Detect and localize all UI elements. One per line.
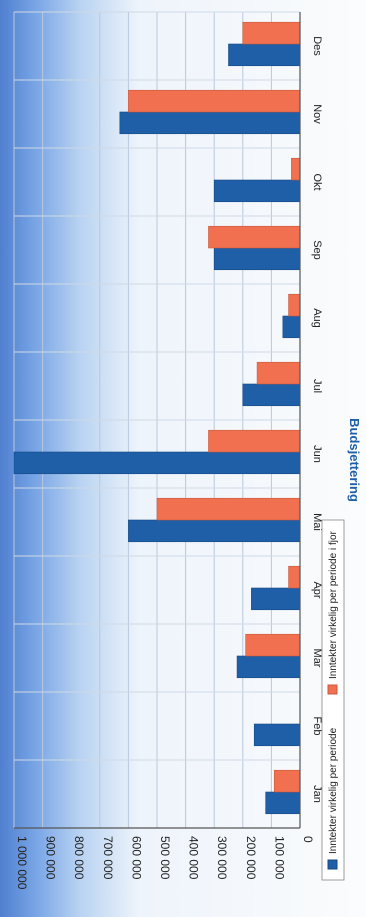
bar-current-year — [213, 179, 301, 203]
value-tick-label: 0 — [301, 836, 315, 843]
bar-current-year — [236, 655, 301, 679]
bar-previous-year — [208, 225, 301, 249]
bar-current-year — [119, 111, 301, 135]
bar-previous-year — [291, 157, 301, 181]
legend-swatch — [327, 684, 338, 695]
bar-current-year — [13, 451, 301, 475]
category-label: Jun — [311, 445, 323, 463]
bar-previous-year — [256, 361, 301, 385]
bar-previous-year — [245, 633, 301, 657]
value-tick-label: 1 000 000 — [15, 836, 29, 890]
bar-previous-year — [128, 89, 301, 113]
value-tick-label: 400 000 — [187, 836, 201, 880]
category-label: Nov — [311, 104, 323, 124]
bar-current-year — [282, 315, 301, 339]
bar-previous-year — [242, 21, 301, 45]
bar-current-year — [228, 43, 301, 67]
bar-previous-year — [273, 769, 301, 793]
legend-label: Inntekter virkelig per periode i fjor — [328, 530, 339, 679]
value-tick-label: 600 000 — [129, 836, 143, 880]
bar-current-year — [213, 247, 301, 271]
bar-current-year — [265, 791, 301, 815]
bar-previous-year — [156, 497, 301, 521]
category-label: Sep — [311, 240, 323, 260]
legend-label: Inntekter virkelig per periode — [328, 727, 339, 854]
category-label: Feb — [311, 717, 323, 736]
bar-current-year — [253, 723, 301, 747]
grid — [13, 11, 301, 829]
bar-previous-year — [288, 565, 301, 589]
bars — [13, 21, 301, 815]
value-tick-label: 200 000 — [244, 836, 258, 880]
legend-swatch — [327, 859, 338, 870]
category-label: Mar — [311, 649, 323, 668]
category-label: Jul — [311, 379, 323, 393]
category-label: Mai — [311, 513, 323, 531]
bar-current-year — [251, 587, 301, 611]
value-tick-label: 900 000 — [44, 836, 58, 880]
category-axis: Jan Feb Mar Apr Mai Jun Jul Aug Sep Okt Nov Des — [311, 36, 323, 803]
category-label: Aug — [311, 308, 323, 328]
bar-current-year — [128, 519, 301, 543]
value-tick-label: 700 000 — [101, 836, 115, 880]
category-label: Apr — [311, 581, 323, 598]
category-label: Okt — [311, 173, 323, 190]
bar-previous-year — [208, 429, 301, 453]
bar-current-year — [242, 383, 301, 407]
legend: Inntekter virkelig per periode Inntekter … — [321, 519, 345, 881]
value-tick-label: 300 000 — [215, 836, 229, 880]
category-label: Des — [311, 36, 323, 56]
value-tick-label: 800 000 — [72, 836, 86, 880]
value-tick-label: 500 000 — [158, 836, 172, 880]
chart-title: Budsjettering — [347, 418, 362, 502]
legend-box — [321, 519, 345, 881]
value-tick-label: 100 000 — [272, 836, 286, 880]
category-label: Jan — [311, 785, 323, 803]
value-axis: 0 100 000 200 000 300 000 400 000 500 000 600 … — [14, 12, 315, 890]
bar-previous-year — [288, 293, 301, 317]
